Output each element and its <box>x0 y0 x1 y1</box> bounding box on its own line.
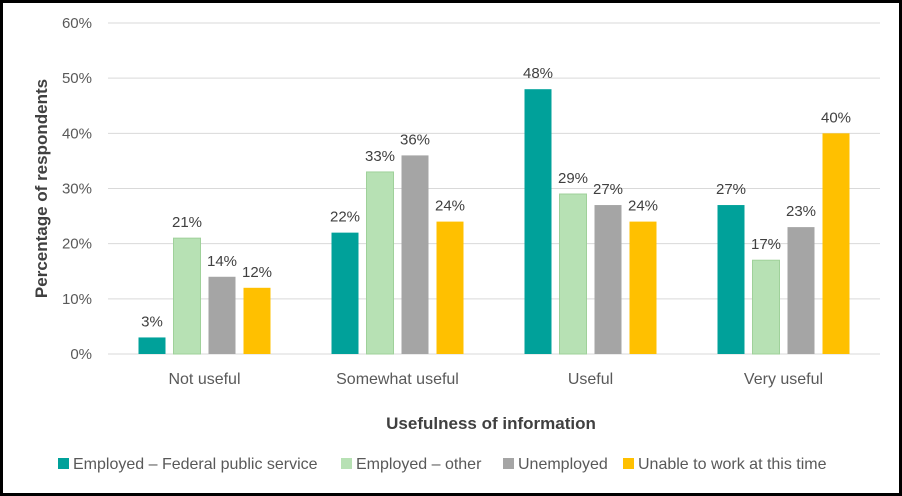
bar <box>822 133 850 354</box>
legend-swatch <box>503 458 514 469</box>
data-label: 33% <box>365 148 395 165</box>
y-tick-label: 50% <box>62 70 92 87</box>
bar <box>717 205 745 354</box>
legend-label: Employed – Federal public service <box>73 456 318 473</box>
legend-label: Employed – other <box>356 456 482 473</box>
data-label: 24% <box>435 198 465 215</box>
y-tick-label: 10% <box>62 291 92 308</box>
data-label: 12% <box>242 264 272 281</box>
x-axis-categories: Not useful Somewhat useful Useful Very usef… <box>168 371 823 388</box>
gridlines <box>108 22 880 355</box>
legend: Employed – Federal public service Employe… <box>58 456 827 473</box>
legend-label: Unable to work at this time <box>638 456 827 473</box>
legend-swatch <box>341 458 352 469</box>
y-tick-label: 0% <box>70 346 92 363</box>
legend-item: Employed – Federal public service <box>58 456 318 473</box>
legend-item: Employed – other <box>341 456 482 473</box>
x-category-label: Somewhat useful <box>336 371 459 388</box>
data-label: 29% <box>558 170 588 187</box>
legend-item: Unable to work at this time <box>623 456 827 473</box>
data-label: 27% <box>716 181 746 198</box>
y-tick-label: 20% <box>62 236 92 253</box>
bar <box>594 205 622 354</box>
bar <box>331 232 359 354</box>
bar <box>208 276 236 354</box>
data-label: 22% <box>330 209 360 226</box>
bar-chart: 0% 10% 20% 30% 40% 50% 60% 3% 21% 14% 12% 22% 33% 36… <box>32 15 880 473</box>
bar <box>787 227 815 354</box>
bars <box>138 89 850 355</box>
bar <box>436 221 464 354</box>
data-label: 36% <box>400 131 430 148</box>
legend-swatch <box>623 458 634 469</box>
data-label: 3% <box>141 313 163 330</box>
data-label: 27% <box>593 181 623 198</box>
x-category-label: Not useful <box>168 371 240 388</box>
y-tick-label: 30% <box>62 181 92 198</box>
data-label: 14% <box>207 253 237 270</box>
bar <box>559 193 587 355</box>
data-label: 17% <box>751 236 781 253</box>
bar <box>366 171 394 355</box>
bar <box>752 259 780 355</box>
data-labels: 3% 21% 14% 12% 22% 33% 36% 24% 48% 29% 27% 24% 27% 17… <box>141 65 851 330</box>
bar <box>524 89 552 354</box>
legend-item: Unemployed <box>503 456 608 473</box>
y-axis-ticks: 0% 10% 20% 30% 40% 50% 60% <box>62 15 92 363</box>
chart-area: 0% 10% 20% 30% 40% 50% 60% 3% 21% 14% 12% 22% 33% 36… <box>3 3 899 493</box>
bar <box>243 287 271 354</box>
bar <box>173 237 201 355</box>
bar <box>629 221 657 354</box>
data-label: 23% <box>786 203 816 220</box>
data-label: 48% <box>523 65 553 82</box>
x-category-label: Useful <box>568 371 613 388</box>
y-axis-title: Percentage of respondents <box>32 79 51 298</box>
legend-swatch <box>58 458 69 469</box>
y-tick-label: 60% <box>62 15 92 32</box>
data-label: 21% <box>172 214 202 231</box>
x-category-label: Very useful <box>744 371 823 388</box>
bar <box>401 155 429 354</box>
data-label: 40% <box>821 109 851 126</box>
data-label: 24% <box>628 198 658 215</box>
bar <box>138 337 166 354</box>
y-tick-label: 40% <box>62 125 92 142</box>
legend-label: Unemployed <box>518 456 608 473</box>
x-axis-title: Usefulness of information <box>386 414 596 433</box>
